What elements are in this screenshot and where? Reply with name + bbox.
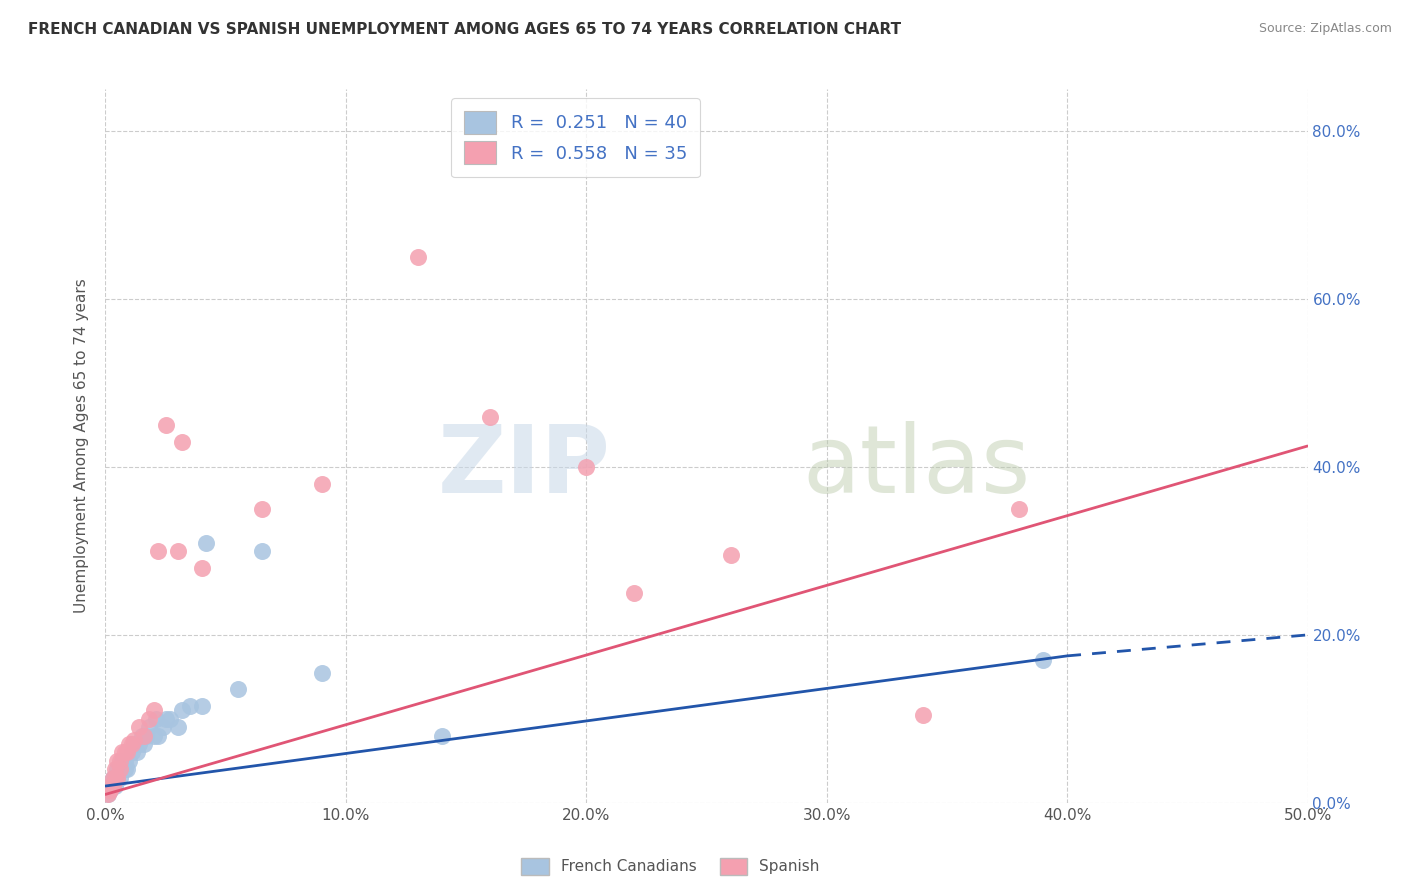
Point (107, 771, 129, 785)
Point (125, 746, 148, 760)
Point (1008, 502, 1031, 516)
Point (138, 712, 160, 726)
Point (98, 779, 121, 793)
Point (124, 732, 146, 747)
Legend: French Canadians, Spanish: French Canadians, Spanish (515, 852, 825, 880)
Point (97, 788, 120, 802)
Point (135, 729, 157, 743)
Point (911, 707, 934, 722)
Point (190, 560, 212, 574)
Point (155, 712, 177, 726)
Point (108, 762, 131, 776)
Point (118, 754, 141, 768)
Point (107, 762, 129, 776)
Point (107, 754, 129, 768)
Point (107, 771, 129, 785)
Point (145, 712, 167, 726)
Point (311, 476, 333, 491)
Point (104, 771, 127, 785)
Point (115, 746, 138, 760)
Point (104, 779, 127, 793)
Point (190, 699, 212, 714)
Point (98, 779, 121, 793)
Y-axis label: Unemployment Among Ages 65 to 74 years: Unemployment Among Ages 65 to 74 years (75, 278, 90, 614)
Point (118, 737, 141, 751)
Point (114, 746, 136, 760)
Point (121, 746, 143, 760)
Point (131, 729, 153, 743)
Point (114, 762, 136, 776)
Point (720, 548, 742, 562)
Point (195, 535, 218, 549)
Point (172, 703, 194, 717)
Point (406, 250, 429, 264)
Point (114, 754, 136, 768)
Point (115, 762, 138, 776)
Point (1032, 653, 1054, 667)
Point (108, 762, 131, 776)
Point (101, 771, 124, 785)
Text: Source: ZipAtlas.com: Source: ZipAtlas.com (1258, 22, 1392, 36)
Point (159, 712, 181, 726)
Point (98, 783, 121, 797)
Point (128, 737, 150, 751)
Point (101, 771, 124, 785)
Point (179, 699, 201, 714)
Point (101, 779, 124, 793)
Text: FRENCH CANADIAN VS SPANISH UNEMPLOYMENT AMONG AGES 65 TO 74 YEARS CORRELATION CH: FRENCH CANADIAN VS SPANISH UNEMPLOYMENT … (28, 22, 901, 37)
Text: atlas: atlas (803, 421, 1031, 514)
Point (250, 502, 273, 516)
Point (101, 779, 124, 793)
Point (111, 754, 134, 768)
Text: ZIP: ZIP (437, 421, 610, 514)
Point (121, 737, 143, 751)
Point (148, 729, 170, 743)
Point (166, 720, 188, 734)
Point (97, 788, 120, 802)
Point (124, 737, 146, 751)
Point (166, 544, 188, 558)
Point (226, 682, 249, 697)
Point (142, 703, 165, 717)
Point (142, 729, 165, 743)
Point (152, 720, 174, 734)
Point (108, 754, 131, 768)
Point (430, 729, 453, 743)
Point (575, 460, 598, 475)
Point (155, 417, 177, 432)
Point (132, 737, 155, 751)
Point (623, 586, 645, 600)
Point (111, 746, 134, 760)
Point (148, 544, 170, 558)
Point (138, 720, 160, 734)
Point (128, 720, 150, 734)
Point (98, 783, 121, 797)
Point (132, 729, 155, 743)
Point (311, 665, 333, 680)
Point (104, 771, 127, 785)
Point (108, 771, 131, 785)
Point (250, 544, 273, 558)
Point (479, 409, 502, 424)
Point (104, 762, 127, 776)
Point (172, 434, 194, 449)
